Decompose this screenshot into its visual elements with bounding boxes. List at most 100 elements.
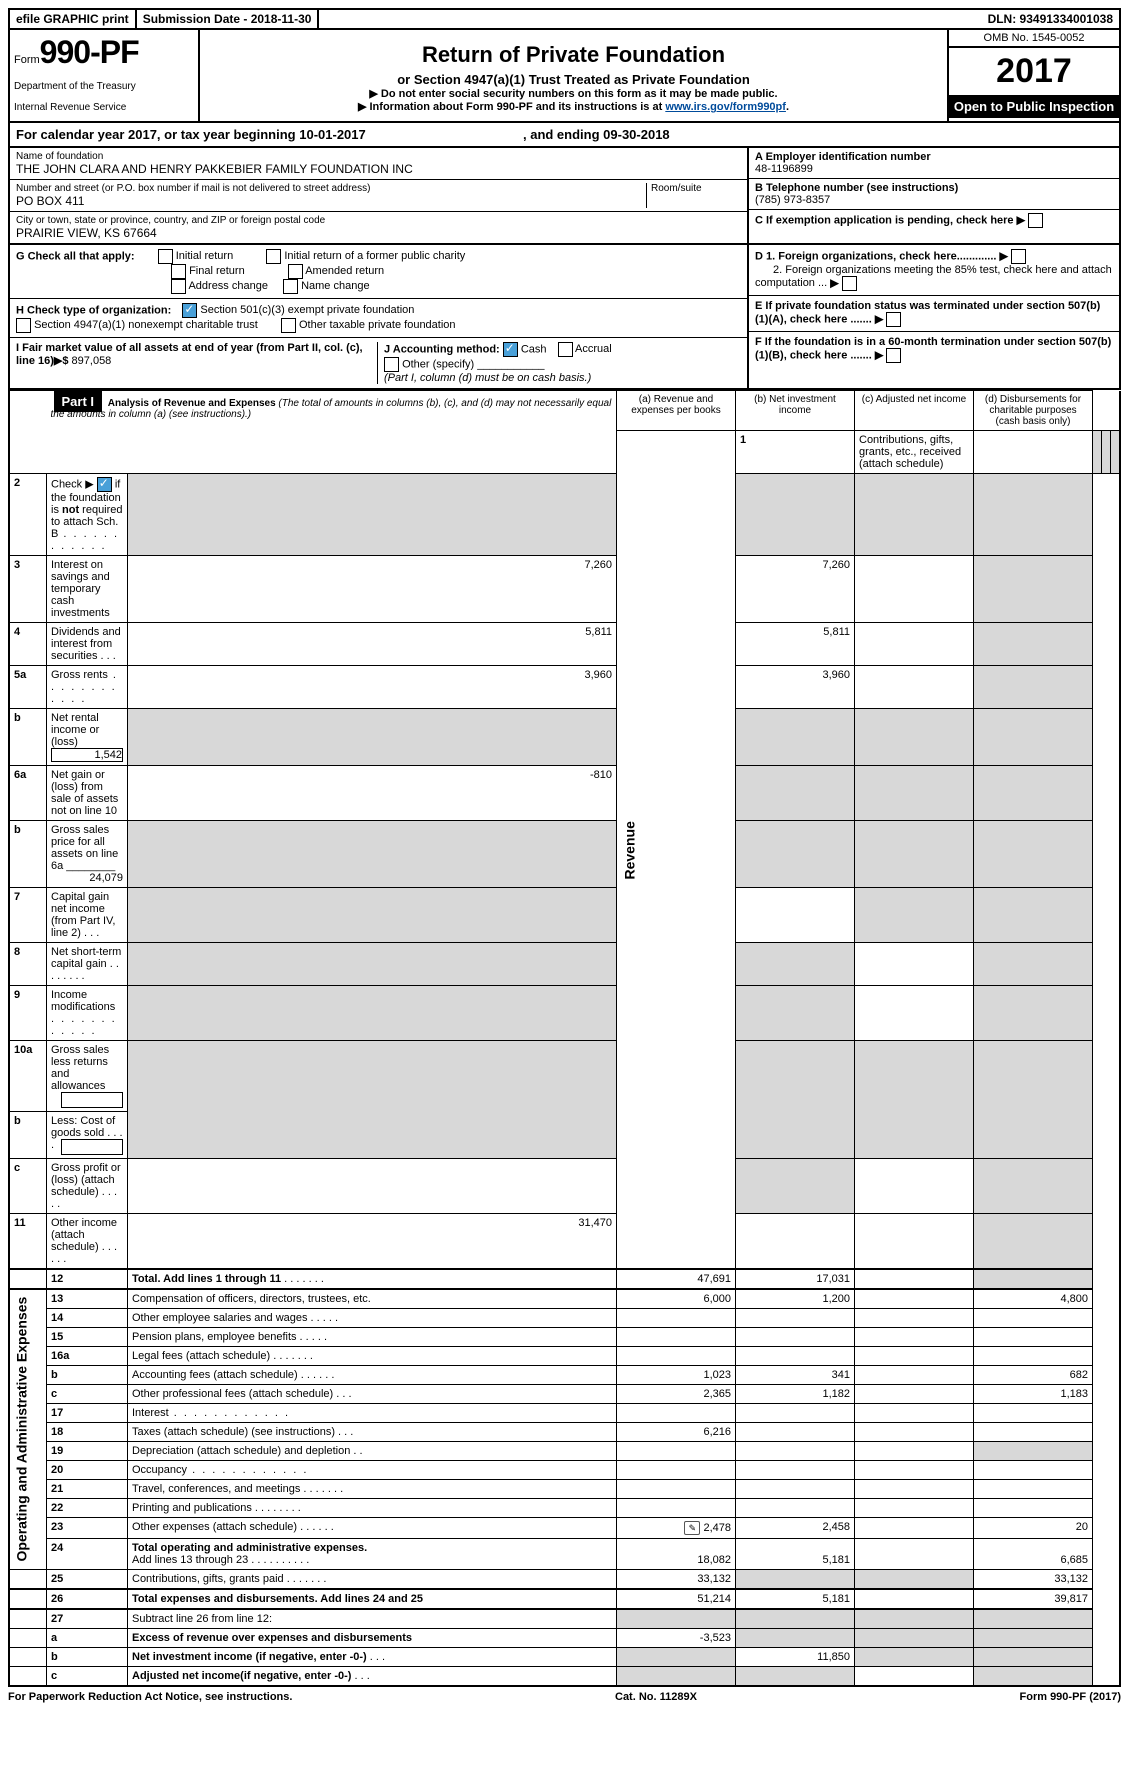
- ein-label: A Employer identification number: [755, 151, 1113, 163]
- line-19-desc: Depreciation (attach schedule) and deple…: [132, 1445, 350, 1457]
- line-24-b: 5,181: [736, 1539, 855, 1570]
- line-3-no: 3: [9, 556, 47, 623]
- c-checkbox[interactable]: [1028, 213, 1043, 228]
- col-d-header: (d) Disbursements for charitable purpose…: [974, 391, 1093, 431]
- line-2-cb[interactable]: [97, 477, 112, 492]
- line-26-a: 51,214: [617, 1589, 736, 1609]
- line-1-desc: Contributions, gifts, grants, etc., rece…: [855, 431, 974, 474]
- c-label: C If exemption application is pending, c…: [755, 214, 1014, 226]
- top-bar: efile GRAPHIC print Submission Date - 20…: [8, 8, 1121, 30]
- line-11-no: 11: [9, 1214, 47, 1270]
- line-9-no: 9: [9, 986, 47, 1041]
- line-12-b: 17,031: [736, 1269, 855, 1289]
- info-left: Name of foundation THE JOHN CLARA AND HE…: [10, 148, 749, 243]
- line-16b-b: 341: [736, 1366, 855, 1385]
- city-state-zip: PRAIRIE VIEW, KS 67664: [16, 226, 741, 240]
- ssn-warning: ▶ Do not enter social security numbers o…: [208, 87, 939, 100]
- f-row: F If the foundation is in a 60-month ter…: [749, 332, 1119, 367]
- d1-label: D 1. Foreign organizations, check here..…: [755, 250, 996, 262]
- line-24-desc2: Add lines 13 through 23: [132, 1554, 248, 1566]
- line-15-desc: Pension plans, employee benefits: [132, 1331, 297, 1343]
- g-initial-return-cb[interactable]: [158, 249, 173, 264]
- dept-treasury: Department of the Treasury: [14, 81, 194, 92]
- room-label: Room/suite: [651, 183, 741, 194]
- f-cb[interactable]: [886, 348, 901, 363]
- j-note: (Part I, column (d) must be on cash basi…: [384, 372, 591, 384]
- line-5a-b: 3,960: [736, 666, 855, 709]
- line-24-d: 6,685: [974, 1539, 1093, 1570]
- line-27b-desc: Net investment income (if negative, ente…: [132, 1651, 367, 1663]
- line-24-desc: Total operating and administrative expen…: [132, 1542, 367, 1554]
- line-26-d: 39,817: [974, 1589, 1093, 1609]
- j-label: J Accounting method:: [384, 343, 500, 355]
- line-14-no: 14: [47, 1309, 128, 1328]
- g-opt-1: Initial return of a former public charit…: [284, 250, 465, 262]
- g-initial-former-cb[interactable]: [266, 249, 281, 264]
- line-25-a: 33,132: [617, 1570, 736, 1590]
- line-10b-desc: Less: Cost of goods sold: [51, 1115, 115, 1139]
- line-6a-desc: Net gain or (loss) from sale of assets n…: [47, 766, 128, 821]
- line-16a-no: 16a: [47, 1347, 128, 1366]
- line-16b-no: b: [47, 1366, 128, 1385]
- street-address: PO BOX 411: [16, 194, 646, 208]
- dln: DLN: 93491334001038: [982, 10, 1119, 28]
- line-27a-no: a: [47, 1629, 128, 1648]
- h-label: H Check type of organization:: [16, 304, 171, 316]
- line-16b-d: 682: [974, 1366, 1093, 1385]
- line-16c-desc: Other professional fees (attach schedule…: [132, 1388, 333, 1400]
- line-4-no: 4: [9, 623, 47, 666]
- line-5a-a: 3,960: [128, 666, 617, 709]
- line-15-no: 15: [47, 1328, 128, 1347]
- g-amended-cb[interactable]: [288, 264, 303, 279]
- line-13-d: 4,800: [974, 1289, 1093, 1309]
- header-left: Form990-PF Department of the Treasury In…: [10, 30, 200, 121]
- line-22-desc: Printing and publications: [132, 1502, 252, 1514]
- line-23-d: 20: [974, 1518, 1093, 1539]
- line-5b-inline: 1,542: [51, 748, 123, 762]
- header-right: OMB No. 1545-0052 2017 Open to Public In…: [947, 30, 1119, 121]
- j-cash-cb[interactable]: [503, 342, 518, 357]
- line-16c-no: c: [47, 1385, 128, 1404]
- efile-label: efile GRAPHIC print: [10, 10, 137, 28]
- j-other-cb[interactable]: [384, 357, 399, 372]
- line-26-desc: Total expenses and disbursements. Add li…: [132, 1593, 423, 1605]
- j-accrual-cb[interactable]: [558, 342, 573, 357]
- e-label: E If private foundation status was termi…: [755, 300, 1100, 325]
- cal-pre: For calendar year 2017, or tax year begi…: [16, 127, 299, 142]
- g-final-return-cb[interactable]: [171, 264, 186, 279]
- attachment-icon[interactable]: ✎: [684, 1521, 700, 1535]
- line-24-no: 24: [47, 1539, 128, 1570]
- line-6b-inline: 24,079: [89, 872, 123, 884]
- h-row: H Check type of organization: Section 50…: [10, 299, 747, 338]
- form-number: 990-PF: [40, 34, 139, 70]
- foundation-name: THE JOHN CLARA AND HENRY PAKKEBIER FAMIL…: [16, 162, 741, 176]
- line-10b-no: b: [9, 1112, 47, 1159]
- h-501c3-cb[interactable]: [182, 303, 197, 318]
- form-title: Return of Private Foundation: [208, 42, 939, 68]
- d1-cb[interactable]: [1011, 249, 1026, 264]
- line-8-desc: Net short-term capital gain: [51, 946, 121, 970]
- line-18-no: 18: [47, 1423, 128, 1442]
- g-opt-2: Final return: [189, 265, 245, 277]
- line-10a-desc: Gross sales less returns and allowances: [51, 1044, 109, 1092]
- g-name-change-cb[interactable]: [283, 279, 298, 294]
- h-4947-cb[interactable]: [16, 318, 31, 333]
- h-other-cb[interactable]: [281, 318, 296, 333]
- d-row: D 1. Foreign organizations, check here..…: [749, 245, 1119, 296]
- d2-cb[interactable]: [842, 276, 857, 291]
- line-18-desc: Taxes (attach schedule) (see instruction…: [132, 1426, 335, 1438]
- line-2-desc: Check ▶ if the foundation is not require…: [47, 474, 128, 556]
- submission-date: Submission Date - 2018-11-30: [137, 10, 320, 28]
- d2-label: 2. Foreign organizations meeting the 85%…: [755, 264, 1112, 289]
- e-cb[interactable]: [886, 312, 901, 327]
- line-21-no: 21: [47, 1480, 128, 1499]
- f-label: F If the foundation is in a 60-month ter…: [755, 336, 1111, 361]
- line-4-a: 5,811: [128, 623, 617, 666]
- city-label: City or town, state or province, country…: [16, 215, 741, 226]
- line-16b-a: 1,023: [617, 1366, 736, 1385]
- g-address-change-cb[interactable]: [171, 279, 186, 294]
- form-subtitle: or Section 4947(a)(1) Trust Treated as P…: [208, 72, 939, 87]
- cal-end: 09-30-2018: [603, 127, 670, 142]
- irs-link[interactable]: www.irs.gov/form990pf: [665, 101, 786, 113]
- line-23-a: 2,478: [703, 1522, 731, 1534]
